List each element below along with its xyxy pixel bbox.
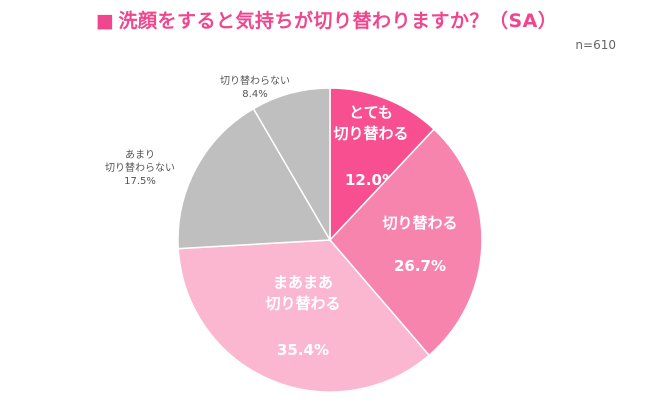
slice-value-yes: 26.7% [394, 257, 446, 275]
slice-label-very: とても [349, 104, 393, 122]
slice-label-no: 切り替わらない [220, 74, 290, 87]
slice-value-somewhat: 35.4% [277, 341, 329, 359]
slice-label-very: 切り替わる [333, 125, 408, 143]
slice-value-not-much: 17.5% [124, 176, 156, 187]
slice-label-not-much: 切り替わらない [105, 161, 175, 174]
slice-label-not-much: あまり [125, 149, 155, 161]
pie-slice-very [329, 87, 436, 242]
slice-value-no: 8.4% [242, 89, 267, 100]
pie-slice-no [252, 87, 331, 243]
pie-slice-somewhat [177, 239, 431, 393]
pie-slice-yes [328, 128, 483, 357]
chart-title: ■ 洗顔をすると気持ちが切り替わりますか？（SA） [96, 6, 557, 33]
slice-label-somewhat: まあまあ [273, 274, 333, 292]
sample-size-label: n=610 [575, 38, 616, 52]
chart-title-text: 洗顔をすると気持ちが切り替わりますか？（SA） [118, 10, 558, 32]
slice-label-yes: 切り替わる [382, 214, 457, 232]
slice-label-somewhat: 切り替わる [265, 295, 340, 313]
title-bullet-icon: ■ [96, 10, 115, 32]
pie-slice-not-much [177, 107, 332, 250]
